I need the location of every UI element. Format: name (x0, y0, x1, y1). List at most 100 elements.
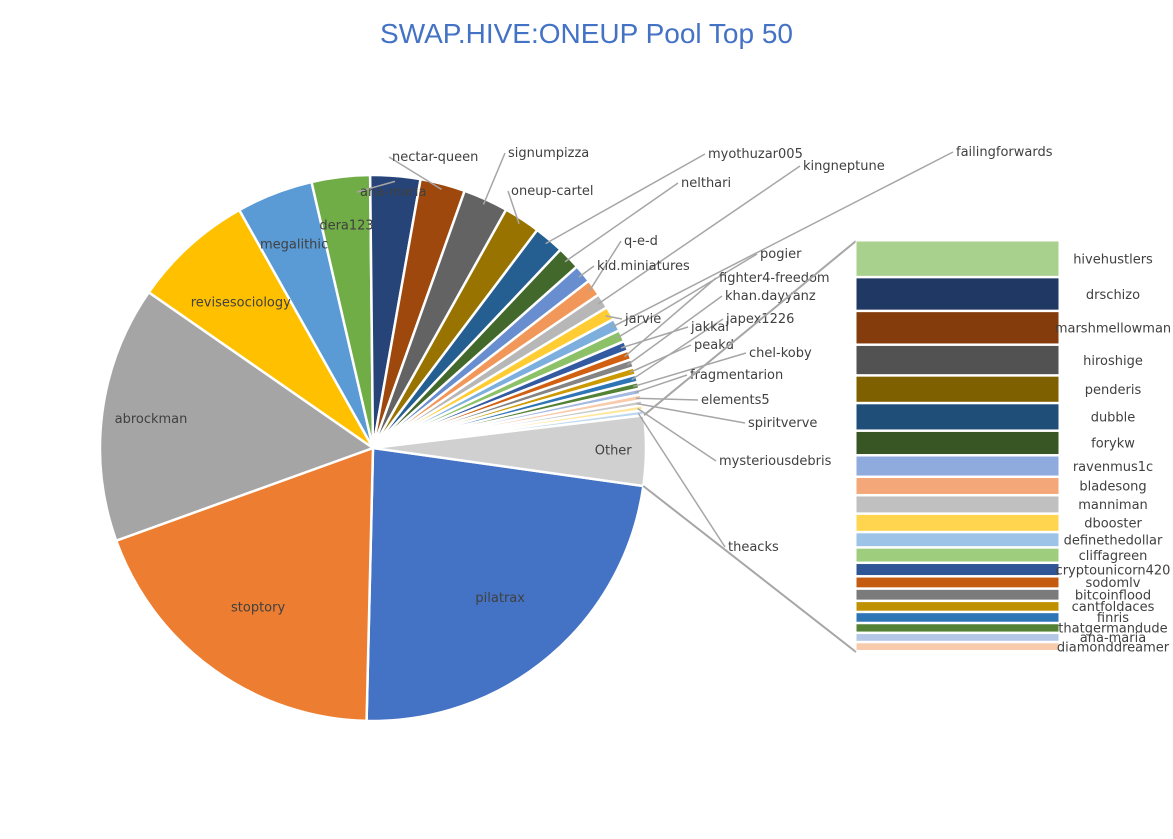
pie-label-nectar-queen: nectar-queen (392, 150, 478, 165)
leader-line-jakkal (620, 326, 689, 349)
leader-line-pogier (616, 253, 758, 339)
bar-segment-penderis (855, 375, 1060, 403)
leader-line-myothuzar005 (545, 153, 706, 245)
pie-label-q-e-d: q-e-d (624, 234, 658, 249)
bar-label-penderis: penderis (1085, 383, 1142, 398)
bar-label-dbooster: dbooster (1084, 517, 1142, 532)
bar-segment-hivehustlers (855, 240, 1060, 277)
leader-line-jarvie (605, 315, 623, 320)
bar-of-pie: hivehustlers drschizo marshmellowman hirosh… (642, 240, 1171, 655)
leader-line-nelthari (564, 182, 679, 263)
pie-label-failingforwards: failingforwards (956, 145, 1053, 160)
pie-slice-revisesociology (147, 208, 375, 450)
pie-slices (98, 173, 648, 723)
pie-slice-abrockman (98, 290, 376, 543)
pie-label-nelthari: nelthari (681, 176, 731, 191)
bar-segment-manniman (855, 495, 1060, 514)
pie-label-other: Other (595, 443, 633, 458)
bar-segment-marshmellowman (855, 311, 1060, 345)
chart-title: SWAP.HIVE:ONEUP Pool Top 50 (380, 18, 793, 49)
pie-label-jarvie: jarvie (624, 312, 661, 327)
leader-line-ana-maria (356, 180, 396, 193)
bar-segment-forykw (855, 430, 1060, 456)
leader-line-theacks (637, 412, 726, 548)
bar-segment-cliffagreen (855, 547, 1060, 563)
leader-line-failingforwards (611, 151, 954, 328)
bar-label-manniman: manniman (1078, 498, 1148, 513)
pie-label-khan-dayyanz: khan.dayyanz (725, 289, 816, 304)
bar-label-bladesong: bladesong (1079, 480, 1146, 495)
bar-segment-bladesong (855, 477, 1060, 495)
pie-label-kid-miniatures: kid.miniatures (597, 259, 690, 274)
bar-label-cryptounicorn420: cryptounicorn420 (1056, 563, 1171, 578)
pie-label-mysteriousdebris: mysteriousdebris (719, 454, 832, 469)
bar-segment-sodomlv (855, 576, 1060, 589)
pie-label-revisesociology: revisesociology (191, 296, 291, 311)
bar-label-thatgermandude: thatgermandude (1058, 622, 1167, 637)
pie-labels: pilatrax stoptory abrockman revisesociology… (115, 145, 1053, 616)
leader-line-q-e-d (588, 240, 622, 292)
bar-segment-dbooster (855, 513, 1060, 532)
leader-line-signumpizza (482, 152, 506, 205)
pie-label-fragmentarion: fragmentarion (690, 368, 783, 383)
bar-segment-definethedollar (855, 532, 1060, 548)
pie-label-megalithic: megalithic (260, 237, 328, 252)
leader-line-mysteriousdebris (637, 407, 717, 462)
pie-label-abrockman: abrockman (115, 412, 188, 427)
leader-line-japex1226 (631, 318, 724, 381)
pie-slice-pilatrax (365, 446, 645, 723)
bar-label-hiroshige: hiroshige (1083, 354, 1143, 369)
bar-segment-diamonddreamer (855, 642, 1060, 652)
connector-line-bottom (642, 485, 857, 653)
pie-label-elements5: elements5 (701, 393, 770, 408)
bar-segment-drschizo (855, 277, 1060, 311)
pie-label-pogier: pogier (760, 247, 802, 262)
bar-label-marshmellowman: marshmellowman (1055, 322, 1171, 337)
bar-segment-dubble (855, 403, 1060, 431)
bar-label-ravenmus1c: ravenmus1c (1073, 460, 1153, 475)
bar-label-definethedollar: definethedollar (1064, 534, 1163, 549)
connector-line-top (643, 240, 857, 416)
pie-label-jakkal: jakkal (690, 320, 729, 335)
leader-lines (356, 151, 954, 548)
leader-line-kid-miniatures (578, 265, 595, 278)
pie-label-chel-koby: chel-koby (749, 346, 812, 361)
bar-segment-hiroshige (855, 344, 1060, 376)
leader-line-fighter4-freedom (624, 277, 717, 358)
bar-label-ana-maria: ana-maria (1080, 631, 1146, 646)
bar-segment-finris (855, 612, 1060, 623)
leader-line-oneup-cartel (507, 190, 520, 225)
bar-label-diamonddreamer: diamonddreamer (1057, 640, 1170, 655)
leader-line-khan-dayyanz (626, 295, 723, 366)
bar-segment-ravenmus1c (855, 455, 1060, 477)
bar-label-cliffagreen: cliffagreen (1079, 549, 1148, 564)
bar-segment-thatgermandude (855, 623, 1060, 633)
pie-label-oneup-cartel: oneup-cartel (511, 184, 594, 199)
pie-label-signumpizza: signumpizza (508, 146, 589, 161)
pie-label-theacks: theacks (728, 540, 779, 555)
pie-label-kingneptune: kingneptune (803, 159, 885, 174)
leader-line-kingneptune (597, 165, 801, 305)
pie-label-spiritverve: spiritverve (748, 416, 817, 431)
bar-label-drschizo: drschizo (1086, 288, 1140, 303)
pie-label-myothuzar005: myothuzar005 (708, 147, 803, 162)
pie-label-pilatrax: pilatrax (475, 591, 525, 606)
bar-label-finris: finris (1097, 611, 1129, 626)
bar-label-cantfoldaces: cantfoldaces (1072, 600, 1155, 615)
pie-label-dera123: dera123 (319, 219, 373, 234)
bar-label-bitcoinflood: bitcoinflood (1075, 589, 1151, 604)
bar-segment-cantfoldaces (855, 601, 1060, 612)
bar-segment-ana-maria (855, 633, 1060, 642)
bar-label-hivehustlers: hivehustlers (1073, 252, 1153, 267)
leader-line-nectar-queen (388, 156, 442, 191)
bar-label-sodomlv: sodomlv (1086, 576, 1141, 591)
pie-label-ana-maria: ana-maria (360, 185, 426, 200)
leader-line-chel-koby (633, 352, 747, 388)
bar-segment-cryptounicorn420 (855, 563, 1060, 577)
pie-slice-stoptory (114, 446, 375, 723)
bar-label-forykw: forykw (1091, 437, 1135, 452)
leader-line-elements5 (635, 397, 699, 401)
leader-line-peakd (629, 344, 692, 374)
